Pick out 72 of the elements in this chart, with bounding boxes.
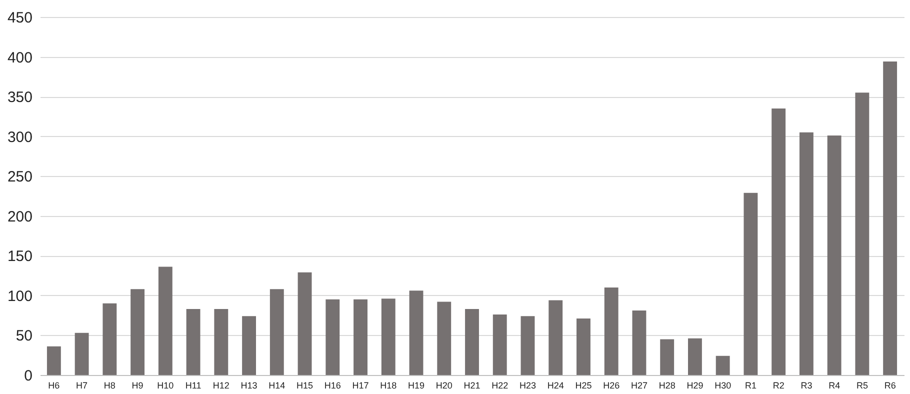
bar — [270, 289, 284, 375]
bar — [326, 299, 340, 375]
bar — [688, 338, 702, 375]
x-tick-label: H8 — [104, 380, 116, 390]
bar — [632, 310, 646, 375]
y-tick-label: 450 — [7, 10, 32, 26]
x-tick-label: H14 — [268, 380, 286, 390]
bar — [102, 303, 117, 375]
y-tick-label: 250 — [7, 168, 32, 186]
bar — [492, 314, 507, 375]
y-tick-label: 350 — [7, 89, 32, 106]
x-tick-label: H25 — [575, 380, 592, 390]
bar — [744, 192, 758, 375]
x-tick-label: H28 — [658, 380, 676, 390]
bar — [158, 266, 172, 375]
y-tick-label: 400 — [7, 49, 32, 66]
y-tick-label: 100 — [7, 288, 32, 305]
bar — [660, 339, 674, 375]
x-tick-label: R2 — [772, 380, 784, 390]
x-tick-label: H30 — [714, 380, 732, 390]
bar — [409, 290, 424, 375]
x-tick-label: H24 — [547, 380, 564, 390]
bar — [772, 108, 786, 375]
y-tick-label: 200 — [7, 208, 32, 226]
x-tick-label: R1 — [744, 380, 756, 390]
y-tick-label: 150 — [7, 248, 32, 266]
x-tick-label: H17 — [352, 380, 369, 390]
x-tick-label: H26 — [603, 380, 620, 390]
x-tick-label: H22 — [492, 380, 508, 390]
x-tick-label: R4 — [828, 380, 840, 390]
y-tick-label: 300 — [7, 128, 32, 146]
y-tick-label: 0 — [24, 368, 32, 384]
x-tick-label: H12 — [212, 380, 230, 390]
bar — [130, 289, 145, 375]
x-tick-label: H16 — [324, 380, 341, 390]
x-tick-label: H13 — [240, 380, 258, 390]
bar — [520, 316, 535, 375]
x-tick-label: H10 — [157, 380, 174, 390]
x-tick-label: R3 — [800, 380, 812, 390]
bar — [354, 299, 368, 375]
bar — [827, 136, 842, 375]
bar — [214, 308, 228, 375]
x-tick-label: R6 — [884, 380, 896, 390]
x-tick-label: H23 — [519, 380, 536, 390]
y-tick-label: 50 — [16, 328, 32, 345]
bar — [855, 92, 870, 375]
x-tick-label: H6 — [48, 380, 60, 390]
x-tick-label: H15 — [296, 380, 314, 390]
x-tick-label: H19 — [408, 380, 425, 390]
bar — [576, 318, 590, 375]
x-tick-label: H11 — [185, 380, 202, 390]
bar — [437, 302, 452, 375]
bar — [381, 298, 396, 375]
x-tick-label: H21 — [464, 380, 480, 390]
bar — [298, 272, 312, 375]
x-tick-label: H20 — [436, 380, 452, 390]
x-tick-label: H7 — [76, 380, 88, 390]
bar — [604, 287, 618, 375]
x-tick-label: H18 — [380, 380, 397, 390]
bar — [548, 300, 563, 375]
x-tick-label: H29 — [686, 380, 704, 390]
bar — [799, 132, 814, 375]
bar — [883, 62, 898, 375]
x-tick-label: H9 — [132, 380, 144, 390]
bar — [242, 316, 256, 375]
bar — [46, 346, 61, 375]
x-tick-label: H27 — [630, 380, 648, 390]
bar — [74, 332, 89, 375]
bar — [186, 308, 200, 375]
x-tick-label: R5 — [856, 380, 868, 390]
bar — [465, 308, 479, 375]
bar — [716, 356, 730, 375]
